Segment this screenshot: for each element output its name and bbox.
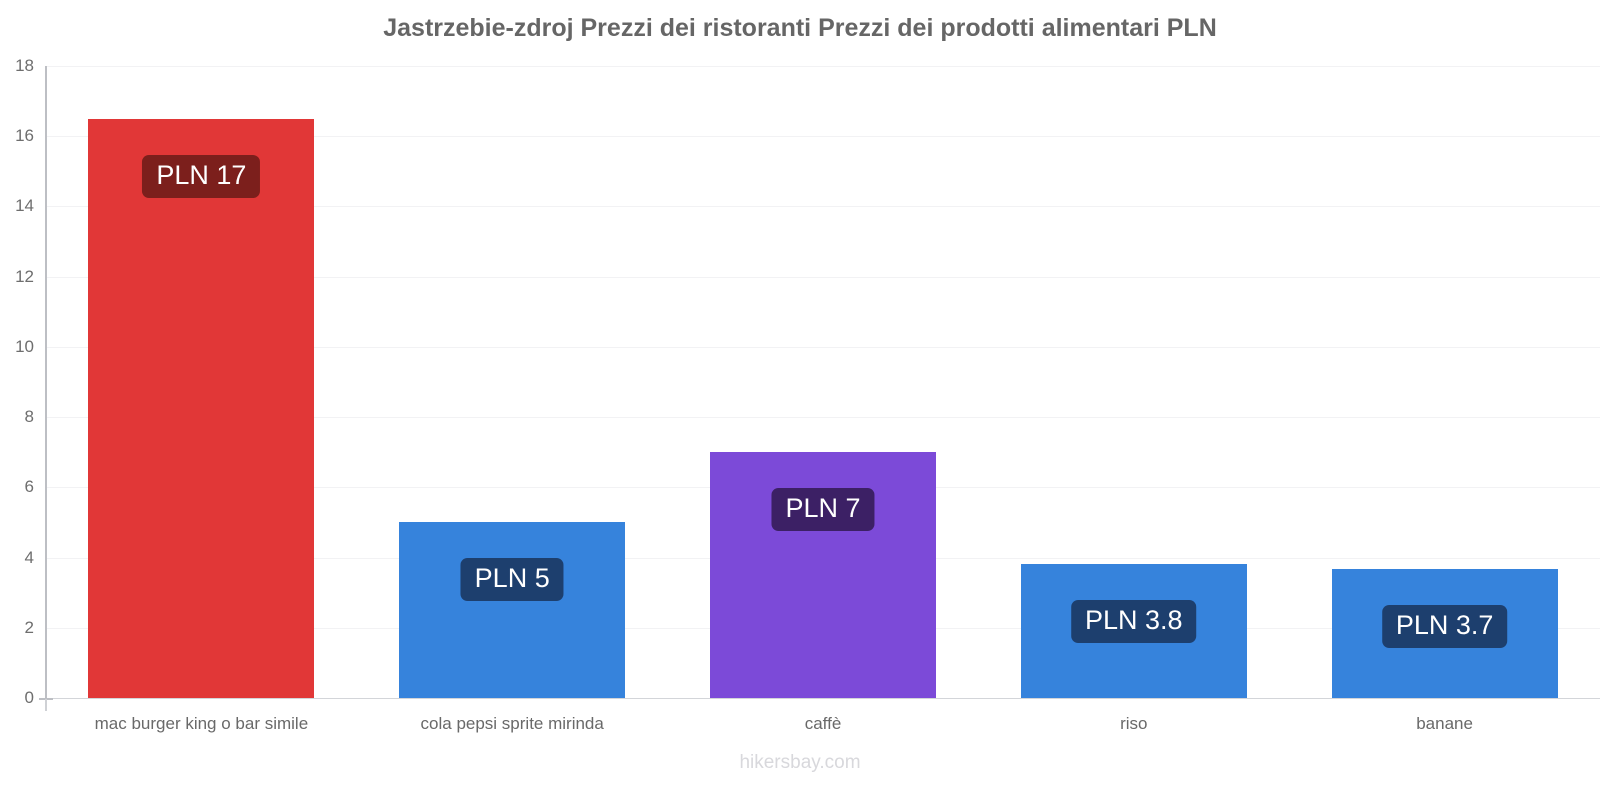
gridline bbox=[46, 346, 1600, 348]
x-axis-tick-label: caffè bbox=[804, 714, 842, 733]
bar-value-label: PLN 3.7 bbox=[1381, 605, 1508, 649]
y-axis-tick-label: 6 bbox=[24, 477, 34, 497]
bar-rect bbox=[88, 118, 315, 698]
y-axis-tick-label: 16 bbox=[15, 126, 34, 146]
y-axis-extension bbox=[45, 699, 47, 711]
x-axis-tick-label: mac burger king o bar simile bbox=[94, 714, 309, 733]
bar[interactable]: PLN 17 bbox=[88, 118, 315, 698]
gridline bbox=[46, 276, 1600, 278]
x-axis-tick-label: cola pepsi sprite mirinda bbox=[420, 714, 604, 733]
gridline bbox=[46, 66, 1600, 67]
bar-value-label: PLN 3.8 bbox=[1071, 599, 1197, 643]
y-axis-tick-label: 0 bbox=[24, 688, 34, 707]
bar[interactable]: PLN 3.7 bbox=[1331, 569, 1558, 698]
gridline bbox=[46, 417, 1600, 419]
y-axis-tick-label: 4 bbox=[24, 547, 34, 567]
source-watermark: hikersbay.com bbox=[739, 752, 861, 773]
bar-value-label: PLN 7 bbox=[771, 488, 875, 532]
chart-title: Jastrzebie-zdroj Prezzi dei ristoranti P… bbox=[383, 14, 1217, 42]
x-axis-tick-label: riso bbox=[1120, 714, 1148, 733]
bar-value-label: PLN 17 bbox=[142, 154, 261, 198]
y-axis-line bbox=[45, 66, 47, 699]
bar[interactable]: PLN 7 bbox=[710, 452, 936, 698]
y-axis-tick-label: 12 bbox=[15, 266, 34, 286]
gridline bbox=[46, 698, 1600, 699]
bar[interactable]: PLN 5 bbox=[399, 522, 626, 698]
y-axis-tick-label: 18 bbox=[15, 56, 34, 75]
x-axis-tick-labels: mac burger king o bar simile cola pepsi s… bbox=[46, 710, 1600, 750]
y-axis-tick-label: 10 bbox=[15, 336, 34, 356]
bar[interactable]: PLN 3.8 bbox=[1020, 563, 1247, 698]
gridline bbox=[46, 136, 1600, 138]
y-axis-tick-label: 2 bbox=[24, 617, 34, 637]
gridline bbox=[46, 206, 1600, 208]
y-axis-tick-label: 14 bbox=[15, 196, 34, 216]
bar-value-label: PLN 5 bbox=[460, 558, 564, 602]
y-axis-tick-label: 8 bbox=[24, 407, 34, 427]
bars-layer: PLN 17 PLN 5 PLN 7 PLN 3.8 PLN 3.7 bbox=[46, 66, 1600, 698]
plot-area: PLN 17 PLN 5 PLN 7 PLN 3.8 PLN 3.7 bbox=[46, 66, 1600, 699]
x-axis-tick-label: banane bbox=[1416, 714, 1473, 733]
bar-rect bbox=[399, 522, 626, 698]
